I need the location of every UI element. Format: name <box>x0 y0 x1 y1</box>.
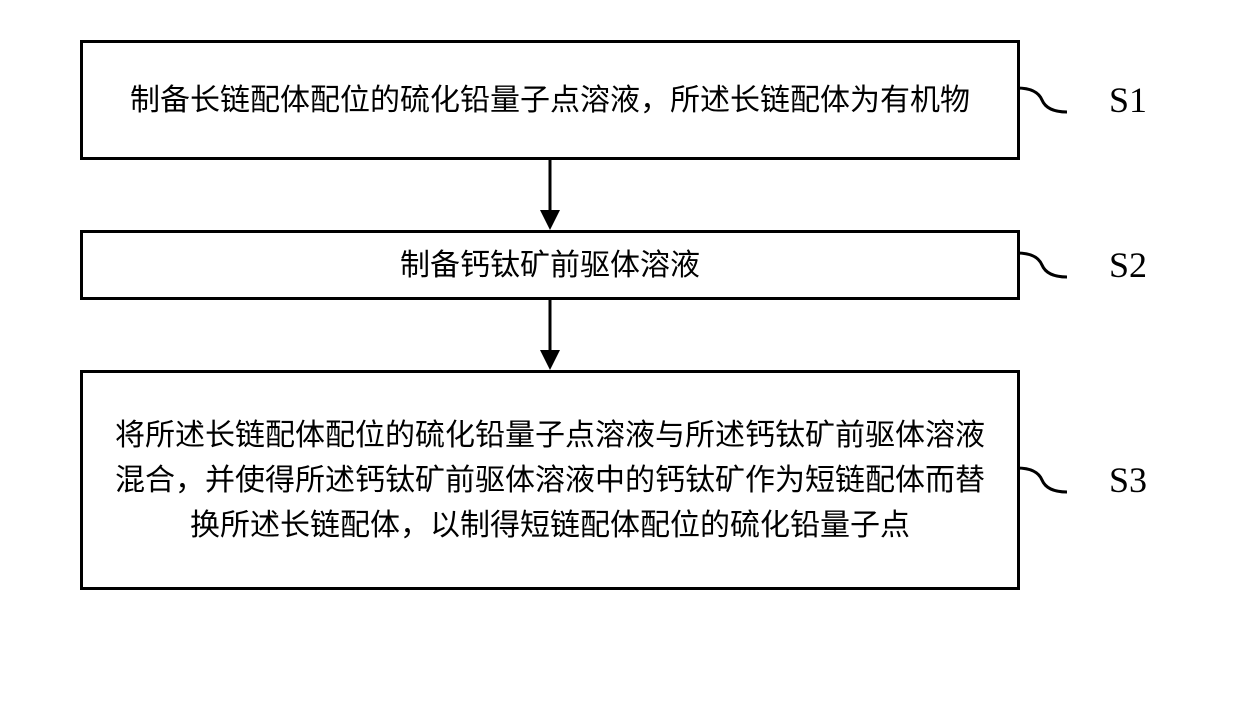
step-label: S3 <box>1109 453 1147 507</box>
step-text: 制备钙钛矿前驱体溶液 <box>400 243 700 288</box>
brace-connector <box>1017 245 1067 285</box>
step-box-s2: 制备钙钛矿前驱体溶液 S2 <box>80 230 1020 300</box>
step-box-s3: 将所述长链配体配位的硫化铅量子点溶液与所述钙钛矿前驱体溶液混合，并使得所述钙钛矿… <box>80 370 1020 590</box>
brace-connector <box>1017 80 1067 120</box>
step-label: S1 <box>1109 73 1147 127</box>
brace-connector <box>1017 460 1067 500</box>
step-label: S2 <box>1109 238 1147 292</box>
step-text: 将所述长链配体配位的硫化铅量子点溶液与所述钙钛矿前驱体溶液混合，并使得所述钙钛矿… <box>113 413 987 548</box>
flowchart-container: 制备长链配体配位的硫化铅量子点溶液，所述长链配体为有机物 S1 制备钙钛矿前驱体… <box>80 40 1160 590</box>
step-text: 制备长链配体配位的硫化铅量子点溶液，所述长链配体为有机物 <box>130 78 970 123</box>
step-box-s1: 制备长链配体配位的硫化铅量子点溶液，所述长链配体为有机物 S1 <box>80 40 1020 160</box>
